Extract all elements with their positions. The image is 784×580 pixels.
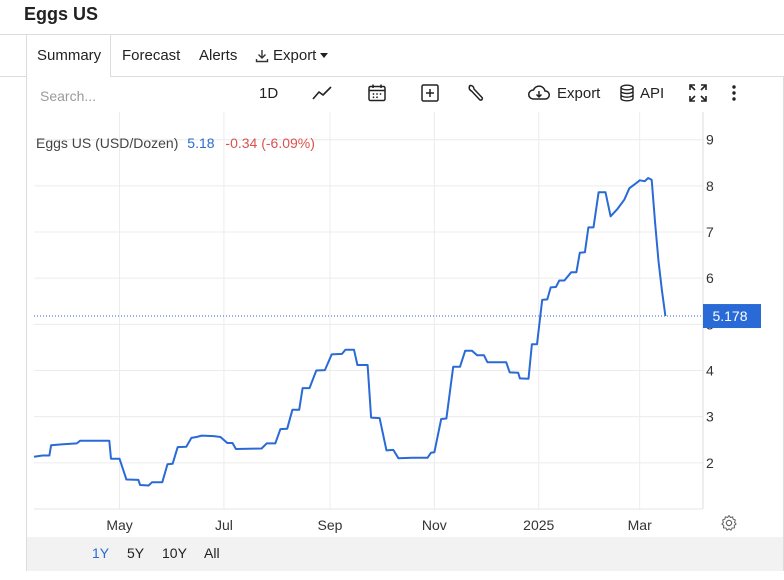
cloud-download-icon: [528, 85, 550, 100]
title-divider: [0, 34, 784, 35]
wrench-icon: [468, 84, 484, 101]
plus-box-icon: [421, 84, 439, 102]
export-button[interactable]: Export: [527, 81, 600, 105]
range-1y[interactable]: 1Y: [92, 545, 110, 561]
tab-forecast[interactable]: Forecast: [122, 47, 181, 64]
download-icon: [255, 50, 269, 63]
tab-alerts[interactable]: Alerts: [199, 47, 238, 64]
left-divider: [0, 76, 26, 77]
fullscreen-icon: [689, 84, 707, 102]
range-selector-bar: [27, 537, 783, 571]
interval-button[interactable]: 1D: [259, 84, 279, 102]
api-label: API: [640, 84, 665, 102]
range-all[interactable]: All: [204, 545, 220, 561]
fullscreen-button[interactable]: [688, 81, 708, 105]
calendar-icon: [368, 84, 386, 102]
tab-export[interactable]: Export: [255, 35, 329, 77]
database-icon: [620, 84, 634, 102]
vertical-dots-icon: [732, 85, 736, 101]
compare-button[interactable]: [420, 81, 440, 105]
settings-button[interactable]: [466, 81, 486, 105]
calendar-button[interactable]: [367, 81, 387, 105]
chart-settings-button[interactable]: [720, 514, 738, 537]
search-input[interactable]: [40, 84, 190, 108]
chart-type-button[interactable]: [311, 81, 333, 105]
api-button[interactable]: API: [619, 81, 664, 105]
range-10y[interactable]: 10Y: [162, 545, 187, 561]
line-chart-icon: [312, 86, 332, 100]
caret-down-icon: [320, 53, 329, 58]
range-5y[interactable]: 5Y: [127, 545, 145, 561]
page-title: Eggs US: [24, 4, 99, 24]
tab-export-label: Export: [273, 47, 317, 64]
chart-panel: [26, 77, 784, 571]
export-label: Export: [557, 84, 601, 102]
tab-bar-underline: [110, 76, 784, 77]
tab-bar: Summary Forecast Alerts Export: [26, 35, 784, 77]
tab-summary[interactable]: Summary: [27, 35, 111, 77]
more-options-button[interactable]: [729, 81, 739, 105]
gear-icon: [721, 514, 737, 531]
